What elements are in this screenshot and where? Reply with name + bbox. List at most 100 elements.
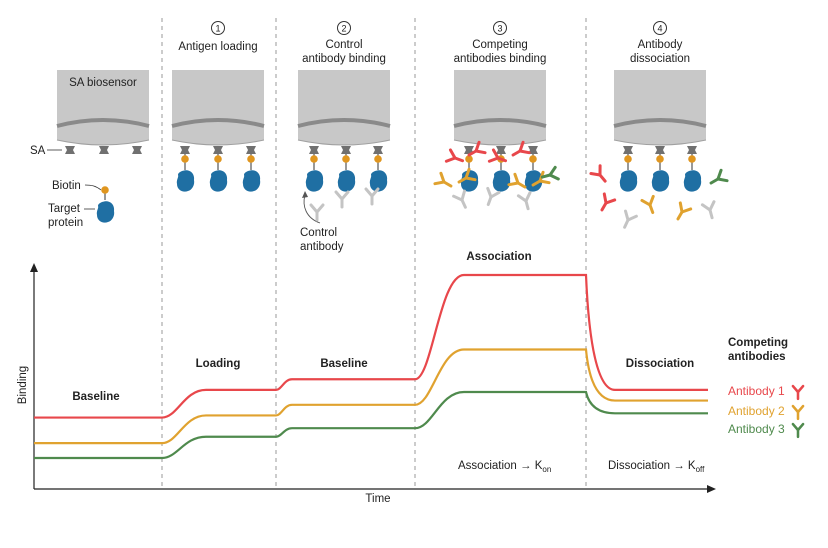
- biotin-icon: [688, 155, 696, 163]
- step-3-label-line2: antibodies binding: [454, 53, 547, 65]
- step-3-number: 3: [497, 24, 502, 34]
- antibody-icon: [433, 171, 456, 193]
- biotin-icon: [101, 186, 109, 194]
- sa-label: SA: [30, 145, 46, 157]
- antibody-icon: [617, 209, 638, 232]
- biosensor: [613, 70, 707, 192]
- biotin-icon: [465, 155, 473, 163]
- target-protein-icon: [337, 170, 356, 192]
- antibody-icon: [640, 194, 660, 217]
- sa-icon: [132, 146, 142, 154]
- target-protein-icon: [176, 170, 195, 192]
- biosensor: [453, 70, 547, 192]
- antibody-icon: [452, 189, 473, 212]
- sensor-label: SA biosensor: [69, 77, 137, 89]
- sa-icon: [65, 146, 75, 154]
- biotin-icon: [529, 155, 537, 163]
- antibody-icon: [481, 186, 501, 209]
- control-label-line2: antibody: [300, 241, 344, 253]
- biotin-icon: [247, 155, 255, 163]
- sa-icon: [99, 146, 109, 154]
- legend-label: Antibody 2: [728, 404, 785, 418]
- sa-icon: [341, 146, 351, 154]
- sa-icon: [373, 146, 383, 154]
- sa-icon: [180, 146, 190, 154]
- step-2-label-line2: antibody binding: [302, 53, 386, 65]
- sa-icon: [213, 146, 223, 154]
- target-protein-icon: [305, 170, 324, 192]
- biotin-icon: [624, 155, 632, 163]
- y-axis-label: Binding: [17, 366, 29, 404]
- x-axis-arrow-icon: [707, 485, 716, 493]
- legend-title-line2: antibodies: [728, 351, 786, 363]
- biosensor: [56, 70, 150, 154]
- step-4-header: 4 Antibody dissociation: [630, 21, 690, 65]
- step-1-label: Antigen loading: [178, 41, 257, 53]
- target-label-line2: protein: [48, 217, 83, 229]
- biotin-icon: [214, 155, 222, 163]
- antibody-icon: [791, 404, 805, 421]
- chart-axes: Time Binding: [17, 263, 716, 505]
- sa-icon: [655, 146, 665, 154]
- legend-title-line1: Competing: [728, 337, 788, 349]
- step-3-header: 3 Competing antibodies binding: [454, 21, 547, 65]
- target-protein-icon: [242, 170, 261, 192]
- control-label-line1: Control: [300, 227, 337, 239]
- target-protein-icon: [209, 170, 228, 192]
- antibody-icon: [364, 187, 380, 206]
- legend-label: Antibody 3: [728, 422, 785, 436]
- dissociation-koff-label: Dissociation → Koff: [608, 460, 705, 474]
- binding-curves: [34, 273, 708, 460]
- biotin-icon: [656, 155, 664, 163]
- association-kon-label: Association → Kon: [458, 460, 551, 474]
- target-protein-icon: [96, 201, 115, 223]
- legend-label: Antibody 1: [728, 384, 785, 398]
- step-4-label-line2: dissociation: [630, 53, 690, 65]
- target-label-line1: Target: [48, 203, 81, 215]
- step-1-header: 1 Antigen loading: [178, 21, 258, 53]
- antibody-icon: [516, 191, 536, 212]
- phase-dissociation: Dissociation: [626, 358, 694, 370]
- biotin-icon: [374, 155, 382, 163]
- phase-loading: Loading: [196, 358, 241, 370]
- step-1-number: 1: [215, 24, 220, 34]
- control-antibody-annotation: Control antibody: [300, 191, 344, 253]
- antibody-icon: [595, 192, 617, 215]
- biotin-icon: [342, 155, 350, 163]
- biosensor: [171, 70, 265, 192]
- biosensors: [56, 70, 707, 192]
- sa-icon: [246, 146, 256, 154]
- x-axis-label: Time: [365, 493, 390, 505]
- sa-icon: [309, 146, 319, 154]
- sa-icon: [623, 146, 633, 154]
- phase-baseline-2: Baseline: [320, 358, 367, 370]
- antibody-icon: [791, 384, 805, 401]
- step-2-number: 2: [341, 24, 346, 34]
- target-protein-icon: [651, 170, 670, 192]
- sa-icon: [687, 146, 697, 154]
- control-arrow-icon: [303, 194, 321, 224]
- step-2-header: 2 Control antibody binding: [302, 21, 386, 65]
- step-3-label-line1: Competing: [472, 39, 528, 51]
- phase-association: Association: [466, 251, 531, 263]
- biotin-label: Biotin: [52, 180, 81, 192]
- target-protein-icon: [683, 170, 702, 192]
- curve-antibody-1: [34, 273, 708, 419]
- biosensor: [297, 70, 391, 192]
- left-legend: SA Biotin Target protein: [30, 145, 115, 229]
- step-2-label-line1: Control: [325, 39, 362, 51]
- target-protein-icon: [492, 170, 511, 192]
- antibody-icon: [589, 164, 612, 187]
- antibody-icon: [671, 201, 693, 224]
- sa-icon: [496, 146, 506, 154]
- biotin-icon: [181, 155, 189, 163]
- antibody-icon: [309, 203, 325, 222]
- curve-antibody-2: [34, 348, 708, 445]
- step-4-number: 4: [657, 24, 662, 34]
- antibody-icon: [700, 200, 720, 221]
- antibody-icon: [334, 190, 350, 209]
- curve-antibody-3: [34, 390, 708, 460]
- step-4-label-line1: Antibody: [638, 39, 683, 51]
- antibody-icon: [706, 168, 729, 190]
